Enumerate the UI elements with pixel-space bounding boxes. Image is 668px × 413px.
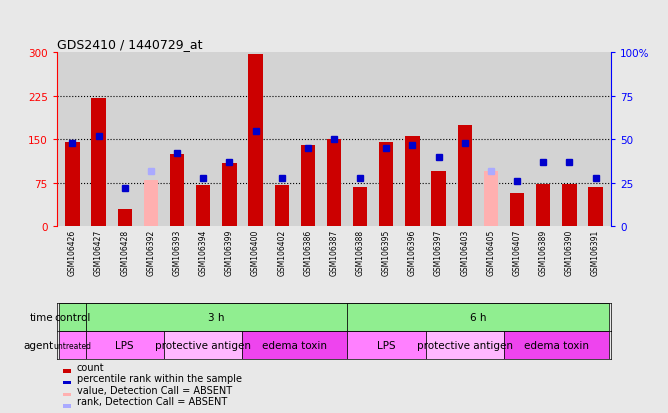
Text: edema toxin: edema toxin [524,340,589,350]
Bar [510,193,524,227]
Bar [536,185,550,227]
FancyBboxPatch shape [426,331,504,359]
Text: protective antigen: protective antigen [155,340,251,350]
Bar [562,185,576,227]
Text: control: control [54,312,91,322]
FancyBboxPatch shape [59,303,86,331]
Bar [379,143,393,227]
Bar [327,140,341,227]
Text: LPS: LPS [116,340,134,350]
FancyBboxPatch shape [86,303,347,331]
Text: percentile rank within the sample: percentile rank within the sample [77,373,242,383]
Text: count: count [77,362,104,372]
Text: LPS: LPS [377,340,395,350]
Bar [170,154,184,227]
FancyBboxPatch shape [59,331,86,359]
Bar [222,163,236,227]
Bar [118,209,132,227]
Bar [458,126,472,227]
Text: 6 h: 6 h [470,312,486,322]
Text: protective antigen: protective antigen [417,340,513,350]
Bar [484,172,498,227]
FancyBboxPatch shape [242,331,347,359]
Bar [144,180,158,227]
FancyBboxPatch shape [347,331,426,359]
Bar [196,185,210,227]
Bar [248,55,263,227]
Bar [301,146,315,227]
FancyBboxPatch shape [504,331,609,359]
Bar [589,188,603,227]
Bar [275,185,289,227]
Text: untreated: untreated [53,341,92,350]
Bar [432,172,446,227]
Bar [353,188,367,227]
Text: time: time [30,312,53,322]
FancyBboxPatch shape [86,331,164,359]
Bar [92,98,106,227]
Bar [65,143,79,227]
Text: agent: agent [23,340,53,350]
Bar [405,137,420,227]
Text: edema toxin: edema toxin [263,340,327,350]
FancyBboxPatch shape [347,303,609,331]
Text: rank, Detection Call = ABSENT: rank, Detection Call = ABSENT [77,396,227,406]
Text: GDS2410 / 1440729_at: GDS2410 / 1440729_at [57,38,202,51]
FancyBboxPatch shape [164,331,242,359]
Text: 3 h: 3 h [208,312,224,322]
Text: value, Detection Call = ABSENT: value, Detection Call = ABSENT [77,385,232,395]
